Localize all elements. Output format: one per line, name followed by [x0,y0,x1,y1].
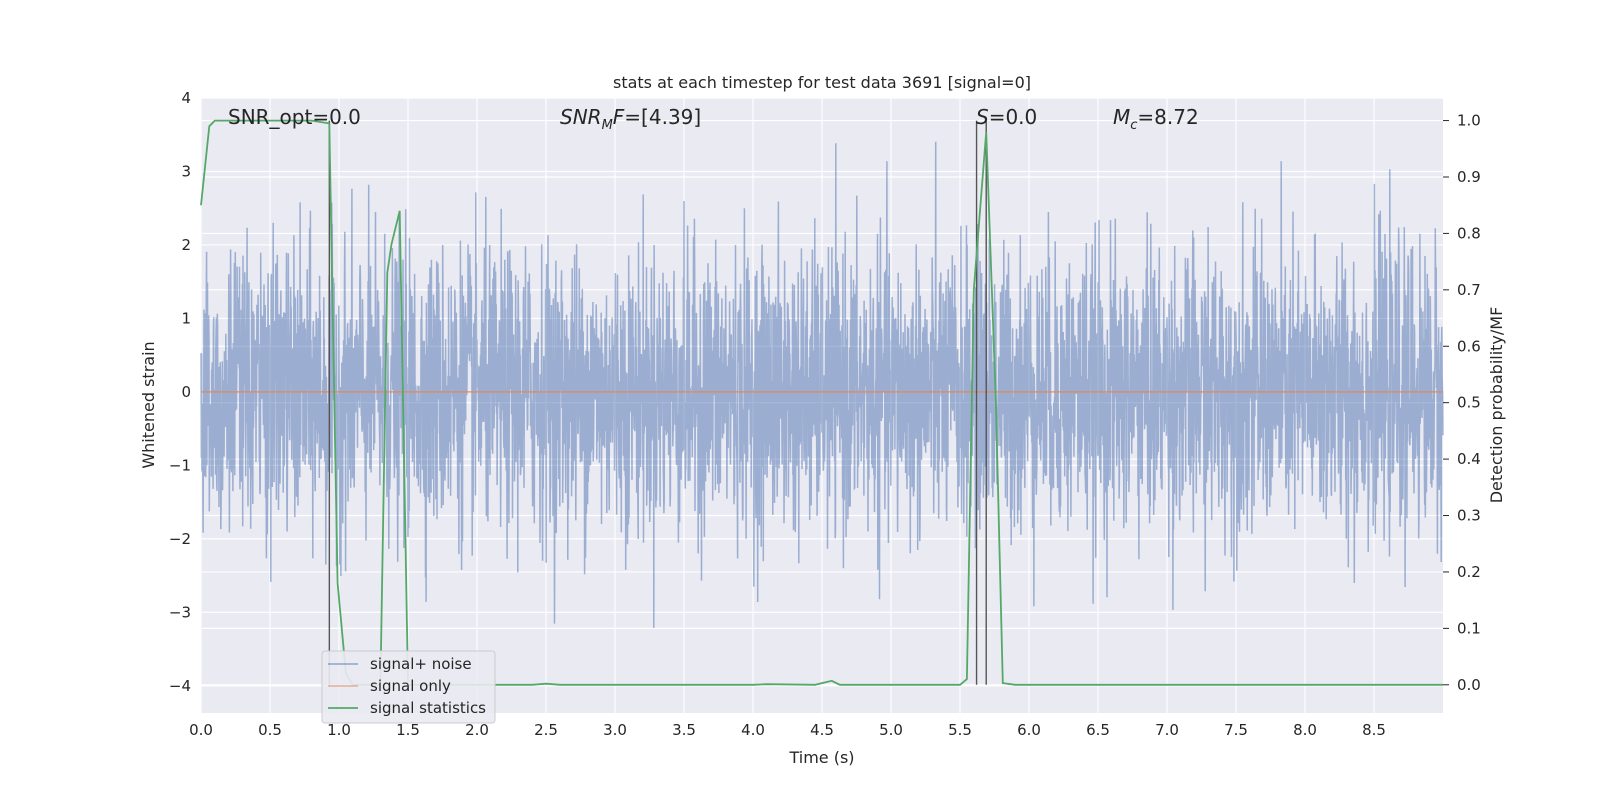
annotation-snr-mf: SNRMF=[4.39] [560,105,701,133]
y-left-tick-label-4: 0 [181,383,191,401]
y-left-tick-label-7: −3 [169,603,191,621]
x-tick-label-2: 1.0 [327,721,351,739]
x-tick-label-1: 0.5 [258,721,282,739]
y-left-tick-label-3: 1 [181,309,191,327]
x-tick-labels: 0.0 0.5 1.0 1.5 2.0 2.5 3.0 3.5 4.0 4.5 5.0 5.5 6.0 6… [189,721,1386,739]
y-axis-right-label: Detection probability/MF [1487,307,1506,504]
legend-label-signal-noise: signal+ noise [370,655,472,673]
legend-label-signal-statistics: signal statistics [370,699,486,717]
x-tick-label-11: 5.5 [948,721,972,739]
x-tick-label-15: 7.5 [1224,721,1248,739]
y-right-tick-labels: 1.0 0.9 0.8 0.7 0.6 0.5 0.4 0.3 0.2 0.1 0.0 [1443,112,1481,694]
x-tick-label-9: 4.5 [810,721,834,739]
legend: signal+ noise signal only signal statist… [321,650,496,724]
chart-title: stats at each timestep for test data 369… [613,73,1031,92]
y-right-tick-label-3: 0.7 [1457,281,1481,299]
y-right-tick-label-2: 0.8 [1457,224,1481,242]
legend-label-signal-only: signal only [370,677,451,695]
y-right-tick-label-4: 0.6 [1457,337,1481,355]
y-left-tick-label-2: 2 [181,236,191,254]
y-left-tick-label-0: 4 [181,89,191,107]
y-left-tick-label-6: −2 [169,530,191,548]
x-tick-label-5: 2.5 [534,721,558,739]
x-tick-label-0: 0.0 [189,721,213,739]
annotation-s: S=0.0 [976,105,1037,129]
y-left-tick-label-1: 3 [181,162,191,180]
y-right-tick-label-5: 0.5 [1457,394,1481,412]
x-tick-label-7: 3.5 [672,721,696,739]
x-tick-label-12: 6.0 [1017,721,1041,739]
signal-noise-series [200,141,1444,629]
vertical-markers [328,120,987,685]
y-right-tick-label-0: 1.0 [1457,112,1481,130]
x-tick-label-3: 1.5 [396,721,420,739]
x-tick-label-4: 2.0 [465,721,489,739]
annotation-mc: Mc=8.72 [1113,105,1199,133]
annotation-snr-opt: SNR_opt=0.0 [228,105,361,129]
y-left-tick-label-8: −4 [169,677,191,695]
y-right-tick-label-6: 0.4 [1457,450,1481,468]
y-right-tick-label-9: 0.1 [1457,619,1481,637]
x-tick-label-17: 8.5 [1362,721,1386,739]
y-right-tick-label-7: 0.3 [1457,507,1481,525]
x-tick-label-16: 8.0 [1293,721,1317,739]
y-left-tick-labels: 4 3 2 1 0 −1 −2 −3 −4 [169,89,191,695]
y-right-tick-label-8: 0.2 [1457,563,1481,581]
legend-box [321,650,496,724]
y-axis-left-label: Whitened strain [139,341,158,468]
y-left-tick-label-5: −1 [169,456,191,474]
y-right-tick-label-1: 0.9 [1457,168,1481,186]
y-right-tick-label-10: 0.0 [1457,676,1481,694]
x-tick-label-13: 6.5 [1086,721,1110,739]
x-tick-label-8: 4.0 [741,721,765,739]
x-tick-label-10: 5.0 [879,721,903,739]
x-tick-label-14: 7.0 [1155,721,1179,739]
x-tick-label-6: 3.0 [603,721,627,739]
signal-noise-line [200,141,1444,629]
x-axis-label: Time (s) [788,748,854,767]
